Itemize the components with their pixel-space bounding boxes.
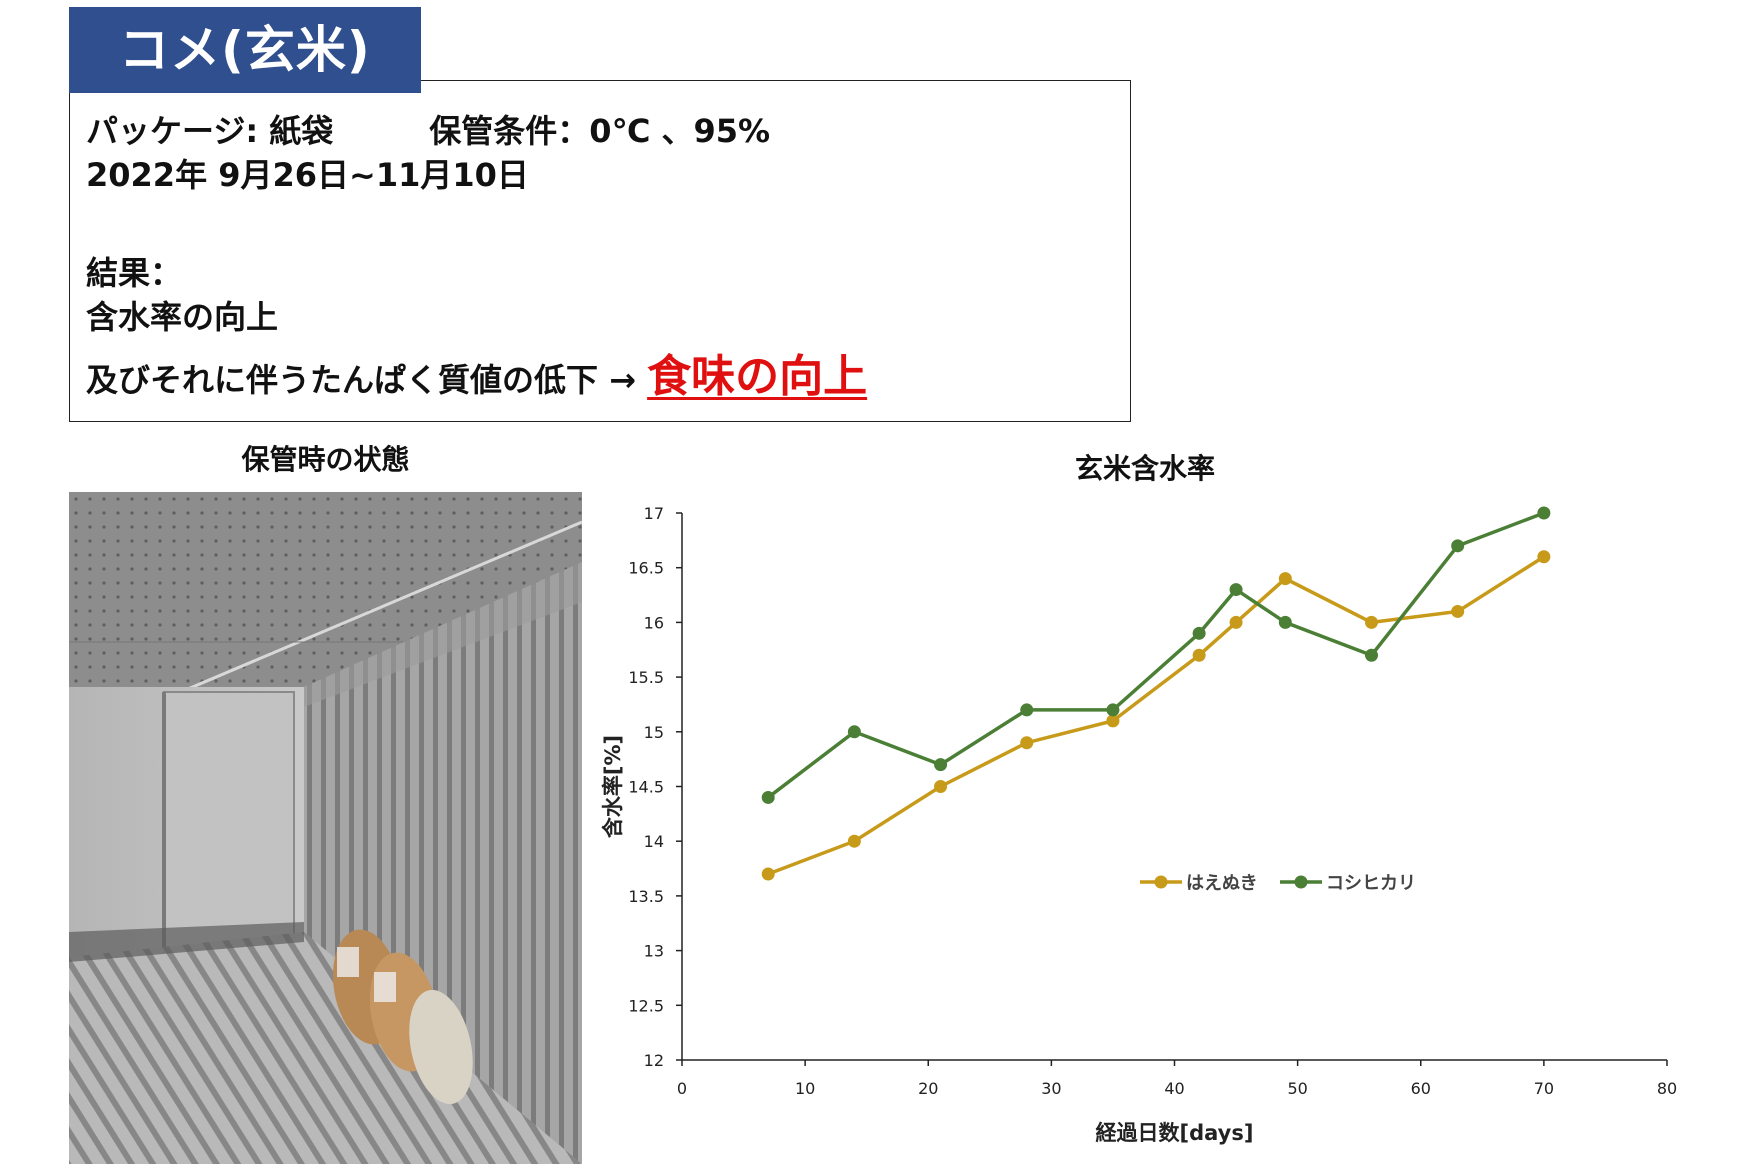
- legend-label: コシヒカリ: [1326, 873, 1416, 894]
- data-point-series-1: [1451, 604, 1465, 618]
- storage-container-illustration: [69, 492, 582, 1164]
- y-tick-label: 17: [644, 504, 664, 523]
- moisture-line-chart: 12 12.5 13 13.5 14 14.5 15 15.5 16 16.5 17 0 10 20 30 4…: [601, 504, 1677, 1145]
- y-tick-label: 13.5: [628, 887, 664, 906]
- y-tick-label: 12.5: [628, 996, 664, 1015]
- x-tick-label: 50: [1287, 1079, 1307, 1098]
- data-point-series-2: [1229, 583, 1243, 597]
- y-tick-label: 14.5: [628, 778, 664, 797]
- x-tick-label: 10: [795, 1079, 815, 1098]
- y-tick-label: 15.5: [628, 668, 664, 687]
- x-tick-label: 40: [1164, 1079, 1184, 1098]
- data-point-series-1: [1020, 736, 1034, 750]
- x-tick-label: 70: [1534, 1079, 1554, 1098]
- result-protein-text: 及びそれに伴うたんぱく質値の低下 →: [86, 361, 636, 399]
- result-moisture: 含水率の向上: [86, 298, 279, 336]
- data-point-series-2: [1451, 539, 1465, 553]
- legend-swatch-marker: [1154, 875, 1168, 889]
- data-point-series-2: [1278, 615, 1292, 629]
- data-point-series-1: [1365, 615, 1378, 629]
- storage-period: 2022年 9月26日~11月10日: [86, 156, 529, 194]
- x-tick-label: 80: [1657, 1079, 1677, 1098]
- data-point-series-2: [1020, 703, 1034, 717]
- series-line-2: [767, 511, 1545, 799]
- data-point-series-1: [1106, 714, 1120, 728]
- data-point-series-1: [1537, 550, 1551, 564]
- photo-caption: 保管時の状態: [241, 443, 410, 476]
- legend-swatch-marker: [1294, 875, 1308, 889]
- data-point-series-2: [934, 758, 948, 772]
- series-line-1: [767, 555, 1545, 876]
- data-point-series-2: [1192, 626, 1206, 640]
- data-point-series-2: [1106, 703, 1120, 717]
- x-tick-label: 30: [1041, 1079, 1061, 1098]
- data-point-series-1: [1278, 572, 1292, 586]
- data-point-series-1: [934, 780, 948, 793]
- y-tick-label: 13: [644, 942, 664, 961]
- legend-label: はえぬき: [1186, 873, 1258, 894]
- data-point-series-2: [847, 725, 861, 739]
- package-conditions: パッケージ: 紙袋 保管条件：0℃ 、95%: [86, 112, 771, 150]
- data-point-series-1: [761, 867, 775, 881]
- result-label: 結果：: [86, 254, 183, 292]
- result-protein: 及びそれに伴うたんぱく質値の低下 → 食味の向上: [86, 340, 867, 404]
- y-tick-label: 16: [644, 613, 664, 632]
- chart-title: 玄米含水率: [1074, 452, 1215, 485]
- x-tick-label: 0: [677, 1079, 687, 1098]
- data-point-series-1: [847, 834, 861, 848]
- x-tick-label: 20: [918, 1079, 938, 1098]
- storage-photo: [69, 492, 582, 1164]
- y-axis-label: 含水率[%]: [601, 735, 625, 838]
- data-point-series-2: [761, 790, 775, 804]
- y-tick-label: 16.5: [628, 559, 664, 578]
- data-point-series-2: [1365, 648, 1378, 662]
- result-highlight: 食味の向上: [647, 351, 868, 402]
- data-point-series-1: [1192, 648, 1206, 662]
- data-point-series-2: [1537, 506, 1551, 520]
- page-title: コメ(玄米): [69, 7, 421, 93]
- y-tick-label: 15: [644, 723, 664, 742]
- y-tick-label: 14: [644, 832, 664, 851]
- info-box: [69, 80, 1131, 422]
- x-tick-label: 60: [1411, 1079, 1431, 1098]
- x-axis-label: 経過日数[days]: [1096, 1121, 1254, 1145]
- y-tick-label: 12: [644, 1051, 664, 1070]
- data-point-series-1: [1229, 615, 1243, 629]
